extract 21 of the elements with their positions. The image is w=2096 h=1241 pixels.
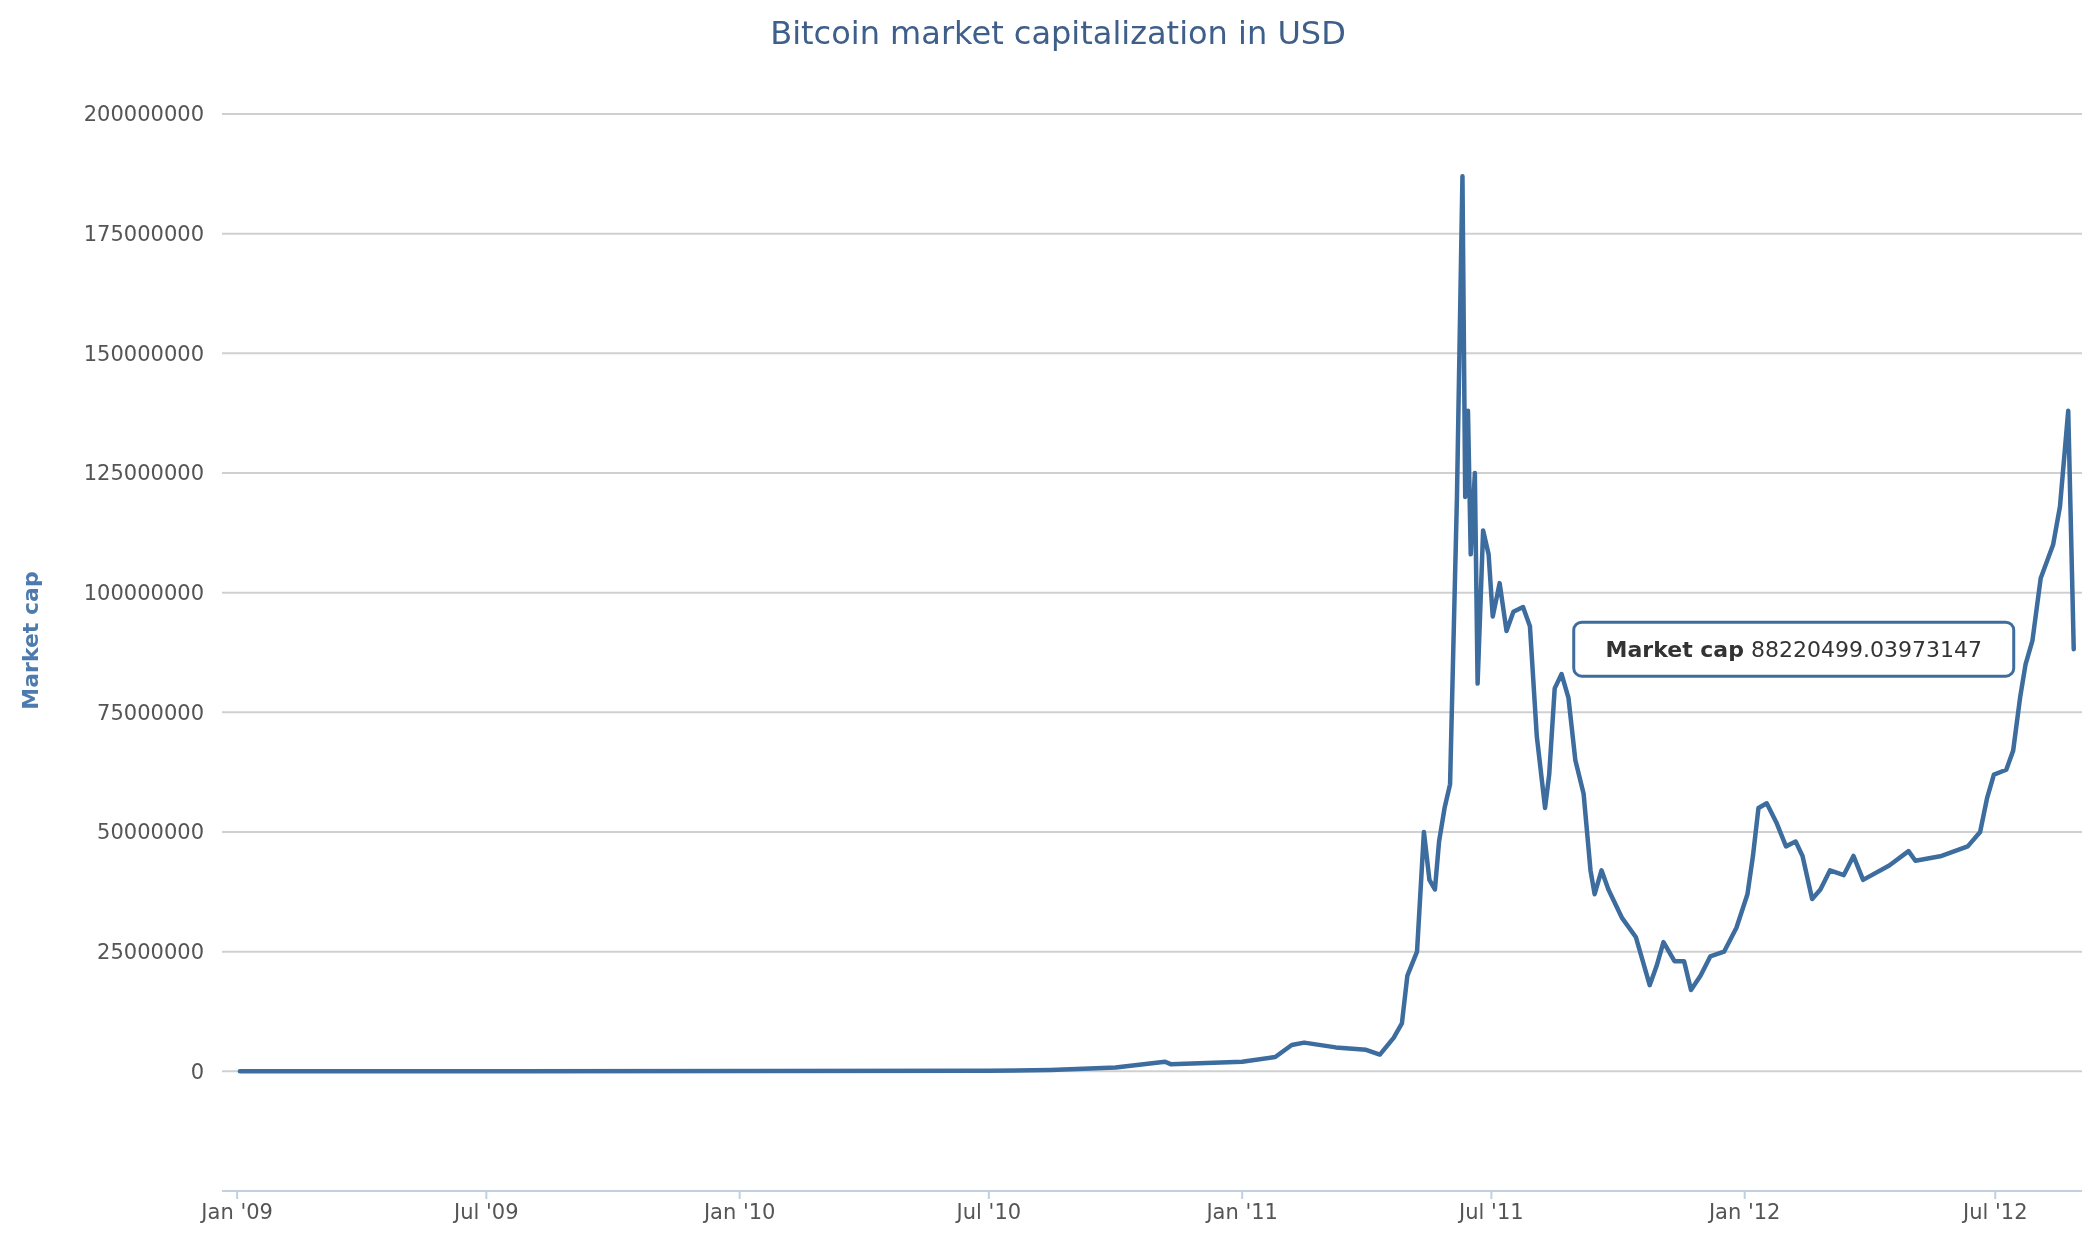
y-tick-label: 200000000 (83, 102, 204, 127)
chart-title: Bitcoin market capitalization in USD (770, 14, 1346, 52)
y-axis-title: Market cap (18, 571, 43, 710)
y-tick-label: 100000000 (83, 581, 204, 606)
x-tick-label: Jul '11 (1457, 1200, 1524, 1224)
x-tick-label: Jul '09 (452, 1200, 519, 1224)
line-series (237, 173, 2076, 1074)
x-tick-label: Jan '12 (1706, 1200, 1781, 1224)
y-tick-label: 50000000 (97, 820, 204, 845)
annotation: Market cap 88220499.03973147 (1605, 636, 1982, 662)
x-tick-label: Jul '10 (954, 1200, 1022, 1224)
x-tick-label: Jan '09 (199, 1200, 273, 1224)
y-tick-label: 75000000 (97, 700, 204, 725)
x-tick-label: Jan '10 (701, 1200, 776, 1224)
y-tick-label: 0 (190, 1059, 204, 1084)
y-tick-label: 175000000 (83, 222, 204, 247)
y-tick-label: 25000000 (97, 940, 204, 965)
y-tick-label: 150000000 (83, 341, 204, 366)
y-tick-label: 125000000 (83, 461, 204, 486)
x-tick-label: Jul '12 (1961, 1200, 2028, 1224)
x-tick-label: Jan '11 (1204, 1200, 1278, 1224)
